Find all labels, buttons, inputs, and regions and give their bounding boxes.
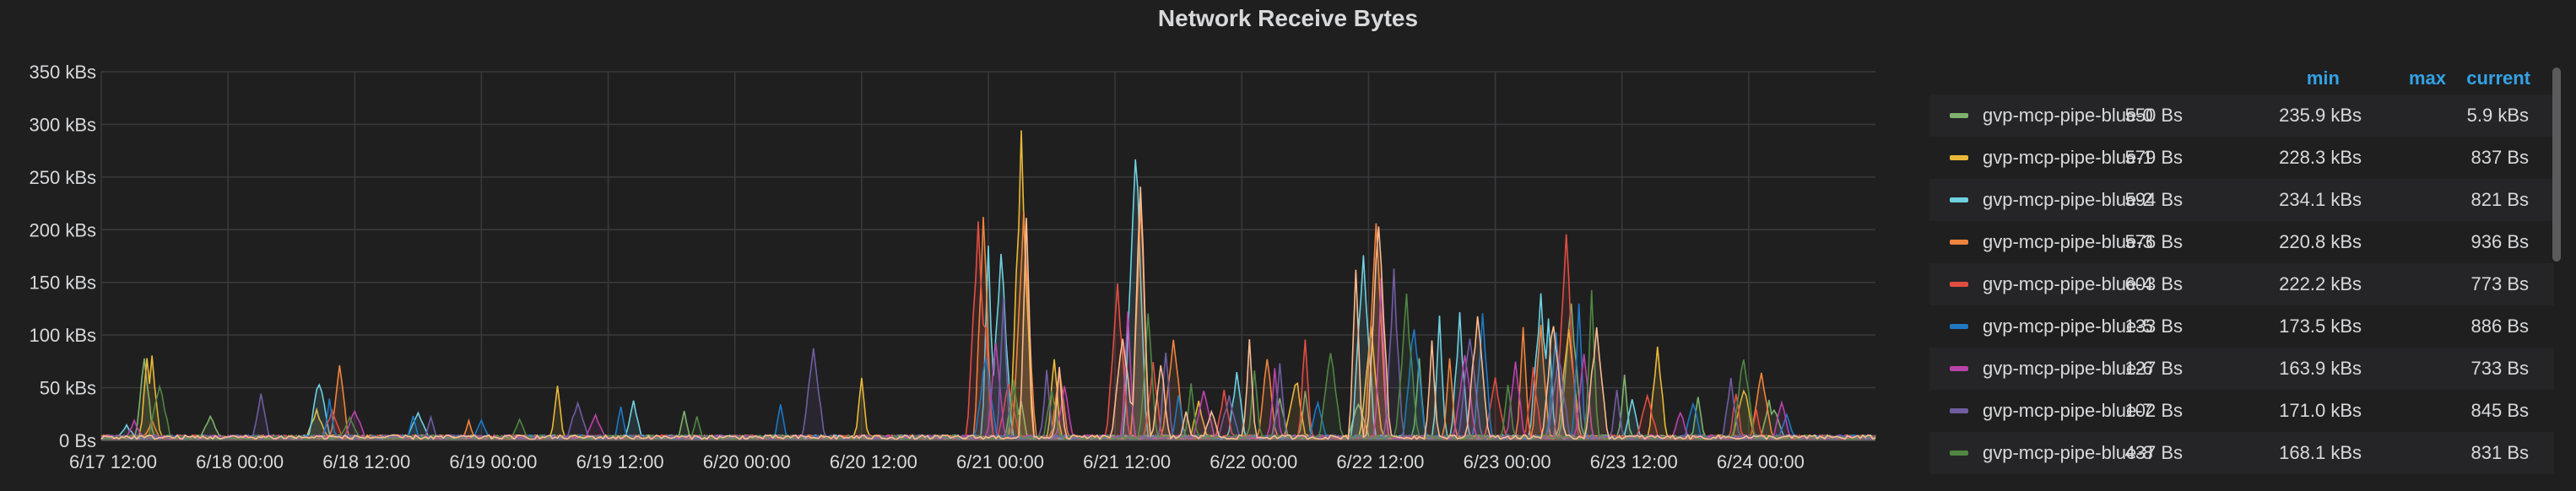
x-tick-label: 6/21 12:00 (1083, 451, 1171, 472)
x-tick-label: 6/23 12:00 (1590, 451, 1678, 472)
legend-max-value: 234.1 kBs (2279, 189, 2362, 210)
legend-swatch[interactable] (1950, 366, 1968, 371)
x-tick-label: 6/18 12:00 (322, 451, 410, 472)
x-tick-label: 6/20 00:00 (703, 451, 791, 472)
legend-max-value: 228.3 kBs (2279, 147, 2362, 168)
legend-item[interactable]: gvp-mcp-pipe-blue-4 603 Bs 222.2 kBs 773 Bs (1929, 263, 2554, 305)
legend-series-name[interactable]: gvp-mcp-pipe-blue-3 (1983, 231, 2153, 252)
x-axis: 6/17 12:00 6/18 00:00 6/18 12:00 6/19 00:00… (69, 451, 1805, 472)
legend-swatch[interactable] (1950, 451, 1968, 456)
legend-series-name[interactable]: gvp-mcp-pipe-blue-8 (1983, 442, 2153, 463)
series-area (101, 159, 1875, 440)
x-tick-label: 6/24 00:00 (1717, 451, 1805, 472)
y-tick-label: 150 kBs (30, 272, 97, 294)
legend-swatch[interactable] (1950, 155, 1968, 160)
legend-series-name[interactable]: gvp-mcp-pipe-blue-1 (1983, 147, 2153, 168)
legend-series-name[interactable]: gvp-mcp-pipe-blue-2 (1983, 189, 2153, 210)
y-tick-label: 250 kBs (30, 167, 97, 188)
legend-item[interactable]: gvp-mcp-pipe-blue-8 437 Bs 168.1 kBs 831 Bs (1929, 432, 2554, 474)
legend-current-value: 5.9 kBs (2466, 105, 2529, 126)
y-tick-label: 350 kBs (30, 62, 97, 83)
legend-header: min max current (1929, 59, 2554, 94)
legend-series-name[interactable]: gvp-mcp-pipe-blue-6 (1983, 358, 2153, 379)
y-tick-label: 50 kBs (40, 378, 96, 399)
y-tick-label: 0 Bs (59, 430, 96, 451)
legend-current-value: 886 Bs (2470, 316, 2530, 337)
legend-min-value: 579 Bs (2124, 147, 2184, 168)
x-tick-label: 6/18 00:00 (196, 451, 284, 472)
panel-title: Network Receive Bytes (1157, 5, 1419, 31)
series-line (100, 278, 1876, 441)
legend-series-name[interactable]: gvp-mcp-pipe-blue-5 (1983, 316, 2153, 337)
legend-header-min[interactable]: min (2306, 67, 2340, 89)
legend-item[interactable]: gvp-mcp-pipe-blue-7 102 Bs 171.0 kBs 845 Bs (1929, 390, 2554, 432)
legend-max-value: 235.9 kBs (2279, 105, 2362, 126)
legend-item[interactable]: gvp-mcp-pipe-blue-5 133 Bs 173.5 kBs 886 Bs (1929, 305, 2554, 348)
x-tick-label: 6/19 00:00 (449, 451, 537, 472)
legend-min-value: 576 Bs (2124, 231, 2184, 252)
legend-max-value: 171.0 kBs (2279, 400, 2362, 421)
legend-max-value: 163.9 kBs (2279, 358, 2362, 379)
series-area (101, 303, 1875, 440)
legend-swatch[interactable] (1950, 282, 1968, 287)
legend-max-value: 220.8 kBs (2279, 231, 2362, 252)
y-tick-label: 100 kBs (30, 325, 97, 346)
legend-scrollbar-thumb[interactable] (2552, 67, 2561, 262)
x-tick-label: 6/17 12:00 (69, 451, 157, 472)
x-tick-label: 6/22 12:00 (1336, 451, 1424, 472)
legend-min-value: 550 Bs (2124, 105, 2184, 126)
network-receive-chart[interactable]: 0 Bs 50 kBs 100 kBs 150 kBs 200 kBs 250 kBs 30… (0, 0, 1891, 491)
x-tick-label: 6/22 00:00 (1210, 451, 1297, 472)
x-tick-label: 6/21 00:00 (956, 451, 1044, 472)
x-tick-label: 6/19 12:00 (576, 451, 664, 472)
legend-min-value: 133 Bs (2124, 316, 2184, 337)
legend-swatch[interactable] (1950, 197, 1968, 202)
x-tick-label: 6/23 00:00 (1464, 451, 1551, 472)
legend-swatch[interactable] (1950, 113, 1968, 118)
legend-header-current[interactable]: current (2466, 67, 2530, 89)
legend-item[interactable]: gvp-mcp-pipe-blue-1 579 Bs 228.3 kBs 837 Bs (1929, 137, 2554, 179)
series-area (101, 203, 1875, 440)
legend-header-max[interactable]: max (2408, 67, 2446, 89)
legend-min-value: 102 Bs (2124, 400, 2184, 421)
series-line (100, 186, 1876, 441)
legend-item[interactable]: gvp-mcp-pipe-blue-2 594 Bs 234.1 kBs 821 Bs (1929, 179, 2554, 221)
legend-min-value: 603 Bs (2124, 273, 2184, 294)
legend-current-value: 821 Bs (2470, 189, 2530, 210)
legend-current-value: 773 Bs (2470, 273, 2530, 294)
legend-swatch[interactable] (1950, 240, 1968, 245)
y-axis: 0 Bs 50 kBs 100 kBs 150 kBs 200 kBs 250 kBs 30… (30, 62, 97, 451)
series-area (101, 186, 1875, 441)
legend-series-name[interactable]: gvp-mcp-pipe-blue-0 (1983, 105, 2153, 126)
series-line (100, 289, 1876, 441)
legend-current-value: 845 Bs (2470, 400, 2530, 421)
legend-item[interactable]: gvp-mcp-pipe-blue-6 127 Bs 163.9 kBs 733 Bs (1929, 348, 2554, 390)
legend-min-value: 437 Bs (2124, 442, 2184, 463)
legend: min max current gvp-mcp-pipe-blue-0 550 B… (1929, 59, 2554, 481)
legend-item[interactable]: gvp-mcp-pipe-blue-0 550 Bs 235.9 kBs 5.9 kB… (1929, 94, 2554, 137)
x-tick-label: 6/20 12:00 (830, 451, 917, 472)
legend-rows: gvp-mcp-pipe-blue-0 550 Bs 235.9 kBs 5.9 kB… (1929, 94, 2554, 474)
legend-series-name[interactable]: gvp-mcp-pipe-blue-4 (1983, 273, 2153, 294)
legend-current-value: 733 Bs (2470, 358, 2530, 379)
legend-current-value: 936 Bs (2470, 231, 2530, 252)
legend-item[interactable]: gvp-mcp-pipe-blue-3 576 Bs 220.8 kBs 936 Bs (1929, 221, 2554, 263)
y-tick-label: 300 kBs (30, 114, 97, 135)
legend-current-value: 831 Bs (2470, 442, 2530, 463)
series-area (101, 221, 1875, 440)
legend-series-name[interactable]: gvp-mcp-pipe-blue-7 (1983, 400, 2153, 421)
legend-swatch[interactable] (1950, 408, 1968, 413)
legend-max-value: 222.2 kBs (2279, 273, 2362, 294)
legend-max-value: 173.5 kBs (2279, 316, 2362, 337)
legend-max-value: 168.1 kBs (2279, 442, 2362, 463)
legend-current-value: 837 Bs (2470, 147, 2530, 168)
chart-series (100, 130, 1876, 442)
legend-min-value: 594 Bs (2124, 189, 2184, 210)
legend-swatch[interactable] (1950, 324, 1968, 329)
series-area (101, 303, 1875, 440)
y-tick-label: 200 kBs (30, 219, 97, 240)
legend-min-value: 127 Bs (2124, 358, 2184, 379)
